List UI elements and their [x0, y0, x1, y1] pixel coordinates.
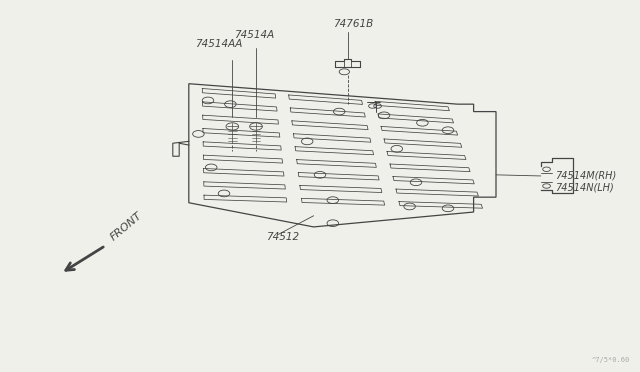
Text: ^7/5*0.60: ^7/5*0.60	[592, 357, 630, 363]
Text: 74514N(LH): 74514N(LH)	[556, 182, 614, 192]
Text: 74514A: 74514A	[234, 30, 274, 40]
Text: 74512: 74512	[266, 232, 299, 242]
Text: FRONT: FRONT	[109, 211, 145, 243]
Text: 74514M(RH): 74514M(RH)	[556, 170, 617, 180]
Text: 74761B: 74761B	[333, 19, 373, 29]
Text: 74514AA: 74514AA	[195, 38, 243, 48]
